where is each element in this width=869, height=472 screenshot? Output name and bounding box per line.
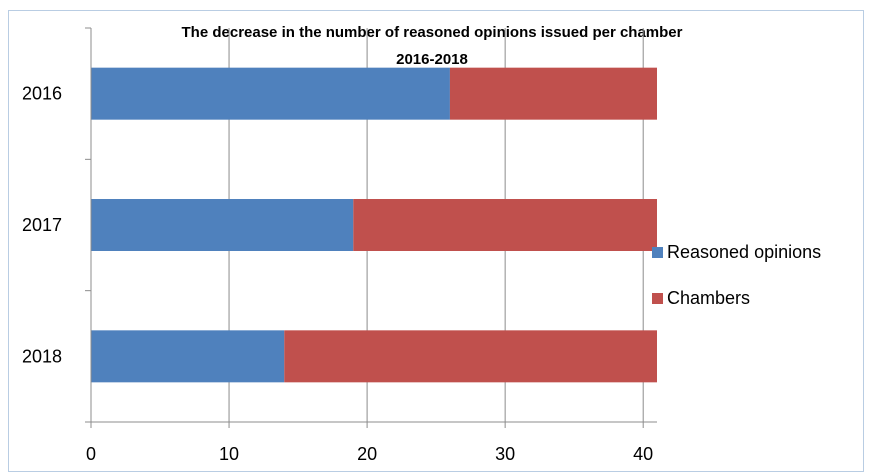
legend-label-chambers: Chambers xyxy=(667,288,750,308)
legend-swatch-chambers xyxy=(652,293,663,304)
x-tick-label-20: 20 xyxy=(357,444,377,464)
y-tick-label-2018: 2018 xyxy=(22,346,62,366)
y-tick-label-2017: 2017 xyxy=(22,215,62,235)
legend: Reasoned opinions Chambers xyxy=(652,242,821,308)
axes xyxy=(85,27,657,428)
bar-2016-chambers xyxy=(449,67,657,120)
chart-subtitle: 2016-2018 xyxy=(396,51,468,68)
bars xyxy=(91,67,657,383)
x-tick-label-10: 10 xyxy=(219,444,239,464)
legend-label-reasoned-opinions: Reasoned opinions xyxy=(667,242,821,262)
bar-2018-reasoned-opinions xyxy=(91,330,285,383)
tick-labels: 2016 2017 2018 0 10 20 30 40 xyxy=(22,84,653,464)
bar-2016-reasoned-opinions xyxy=(91,67,450,120)
bar-2018-chambers xyxy=(284,330,657,383)
x-tick-label-40: 40 xyxy=(633,444,653,464)
bar-2017-chambers xyxy=(353,199,657,251)
legend-swatch-reasoned-opinions xyxy=(652,247,663,258)
x-tick-label-0: 0 xyxy=(86,444,96,464)
chart-title: The decrease in the number of reasoned o… xyxy=(182,24,683,41)
bar-2017-reasoned-opinions xyxy=(91,199,354,251)
x-tick-label-30: 30 xyxy=(495,444,515,464)
y-tick-label-2016: 2016 xyxy=(22,84,62,104)
